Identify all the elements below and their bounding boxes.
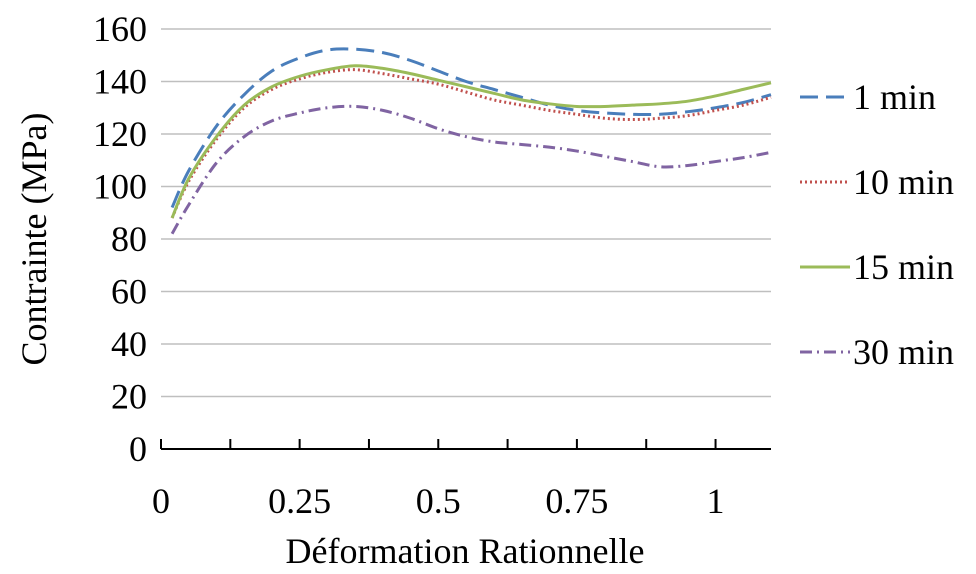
y-tick-label: 0: [129, 429, 147, 469]
x-tick-label: 0.75: [545, 481, 608, 521]
series-line-4: [170, 104, 772, 235]
y-axis-title: Contrainte (MPa): [14, 113, 54, 366]
series-line-2: [170, 68, 772, 219]
legend-layer: 1 min 10 min 15 min 30 min: [800, 77, 954, 372]
y-tick-label: 20: [111, 377, 147, 417]
x-tick-label: 0: [152, 481, 170, 521]
y-tick-label: 160: [93, 9, 147, 49]
x-tick-label: 0.5: [416, 481, 461, 521]
series-line-1: [170, 47, 772, 209]
y-tick-label: 60: [111, 272, 147, 312]
series-layer: [170, 47, 772, 235]
y-tick-label: 100: [93, 167, 147, 207]
x-axis-title: Déformation Rationnelle: [286, 531, 645, 571]
grid-layer: [161, 28, 771, 398]
y-tick-label: 80: [111, 219, 147, 259]
legend-label: 10 min: [853, 162, 954, 202]
legend-label: 30 min: [853, 332, 954, 372]
x-tick-label: 1: [707, 481, 725, 521]
x-tick-label: 0.25: [268, 481, 331, 521]
y-tick-label: 140: [93, 62, 147, 102]
y-tick-label: 40: [111, 324, 147, 364]
legend-label: 1 min: [853, 77, 936, 117]
legend-label: 15 min: [853, 247, 954, 287]
series-line-3: [170, 64, 772, 219]
y-tick-label: 120: [93, 114, 147, 154]
axis-layer: 0 20 40 60 80 100 120 140 160 0 0.25 0.5 0.75 1: [93, 9, 771, 521]
